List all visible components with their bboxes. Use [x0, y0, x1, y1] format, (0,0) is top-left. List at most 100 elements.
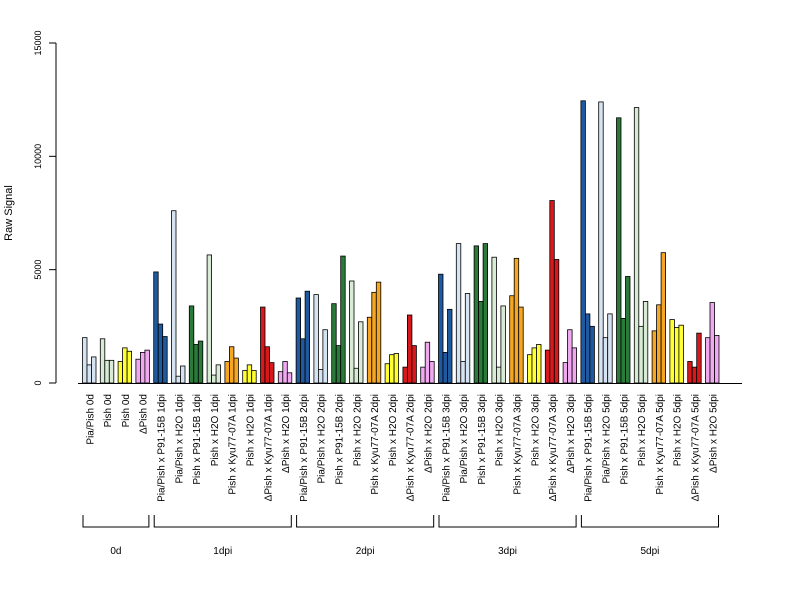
bar	[696, 332, 702, 384]
group-label: 5dpi	[640, 546, 659, 557]
bar	[518, 306, 524, 384]
bar	[442, 351, 448, 384]
x-tick-label: Pish x H2O 2dpi	[388, 394, 399, 466]
x-tick-label: Pish x Kyu77-07A 5dpi	[655, 394, 666, 495]
bar	[424, 341, 431, 384]
bar	[295, 297, 302, 384]
x-tick-label: Pia/Pish x P91-15B 3dpi	[441, 394, 452, 502]
group-bracket	[580, 515, 719, 528]
bar	[527, 354, 533, 384]
x-tick-label: Pish x H2O 3dpi	[495, 394, 506, 466]
bar	[491, 256, 497, 384]
bar	[242, 370, 248, 384]
x-tick-label: ΔPish x H2O 1dpi	[281, 394, 292, 473]
bar	[678, 324, 684, 384]
x-tick-label: Pia/Pish x H2O 5dpi	[601, 394, 612, 484]
bar	[358, 321, 364, 384]
bar	[536, 344, 542, 384]
bar	[375, 281, 382, 384]
bar	[269, 362, 275, 384]
x-tick-label: Pish x P91-15B 5dpi	[619, 394, 630, 485]
bar	[389, 354, 395, 384]
bar	[589, 325, 595, 384]
y-axis-label: Raw Signal	[3, 185, 15, 241]
bar	[122, 347, 128, 384]
x-tick-label: ΔPish x Kyu77-07A 2dpi	[406, 394, 417, 501]
bar	[411, 345, 417, 384]
x-tick-label: Pia/Pish x H2O 1dpi	[174, 394, 185, 484]
bar	[714, 334, 720, 384]
group-label: 2dpi	[356, 546, 375, 557]
bar	[99, 338, 106, 384]
bar	[562, 362, 568, 384]
x-tick-label: Pish x H2O 1dpi	[210, 394, 221, 466]
bar	[473, 245, 480, 384]
bar	[429, 361, 435, 384]
bar	[162, 336, 168, 384]
bar	[188, 305, 195, 384]
group-brackets: 0d 1dpi 2dpi 3dpi 5dpi	[82, 515, 719, 557]
bar	[126, 350, 132, 384]
bar	[687, 361, 693, 384]
bar	[464, 293, 471, 384]
x-tick-label: Pish 0d	[103, 394, 114, 427]
bar	[135, 358, 141, 384]
bar	[567, 329, 573, 384]
bar	[264, 346, 270, 384]
bar	[366, 316, 373, 384]
bar	[139, 351, 146, 384]
group-bracket	[438, 515, 577, 528]
x-tick-label: Pish x H2O 3dpi	[530, 394, 541, 466]
bar	[282, 361, 288, 384]
x-tick-label: Pish x Kyu77-07A 2dpi	[370, 394, 381, 495]
bar	[153, 271, 159, 384]
bar	[304, 290, 311, 384]
bar	[180, 365, 186, 384]
bar	[598, 101, 604, 384]
bar	[349, 280, 355, 384]
x-tick-label: ΔPish x Kyu77-07A 3dpi	[548, 394, 559, 501]
bar	[91, 356, 97, 384]
x-tick-label: Pish x P91-15B 1dpi	[192, 394, 203, 485]
x-tick-label: Pia/Pish 0d	[85, 394, 96, 445]
bar	[171, 210, 177, 384]
bar	[384, 363, 391, 384]
bar	[353, 367, 359, 384]
bar	[322, 329, 328, 384]
y-tick-label: 15000	[33, 30, 43, 55]
group-bracket	[82, 515, 150, 528]
bar	[709, 302, 715, 384]
x-tick-label: Pish 0d	[121, 394, 132, 427]
bar	[571, 347, 577, 384]
bar	[438, 273, 444, 384]
group-bracket	[153, 515, 292, 528]
bar	[509, 295, 515, 384]
x-tick-label: ΔPish x H2O 3dpi	[566, 394, 577, 473]
bar	[228, 346, 235, 384]
bar	[211, 374, 217, 384]
group-bracket	[296, 515, 435, 528]
bar	[406, 314, 413, 384]
bar	[144, 349, 150, 384]
x-tick-label: Pish x H2O 1dpi	[245, 394, 256, 466]
x-tick-label: Pish x Kyu77-07A 3dpi	[512, 394, 523, 495]
x-tick-label: ΔPish x Kyu77-07A 5dpi	[690, 394, 701, 501]
bar	[616, 117, 622, 384]
x-tick-label: Pish x Kyu77-07A 1dpi	[228, 394, 239, 495]
bar	[206, 254, 213, 384]
y-tick-label: 5000	[33, 260, 43, 280]
bar	[447, 308, 453, 384]
y-axis: 0 5000 10000 15000	[33, 30, 57, 386]
x-tick-label: Pish x H2O 5dpi	[637, 394, 648, 466]
bar	[513, 257, 520, 384]
bar	[246, 364, 253, 384]
group-label: 1dpi	[213, 546, 232, 557]
bar	[633, 107, 640, 384]
bar	[277, 371, 284, 384]
bar	[625, 276, 631, 384]
bar	[674, 327, 680, 384]
bar	[705, 337, 711, 384]
bar	[313, 294, 319, 384]
x-tick-label: ΔPish 0d	[139, 394, 150, 434]
